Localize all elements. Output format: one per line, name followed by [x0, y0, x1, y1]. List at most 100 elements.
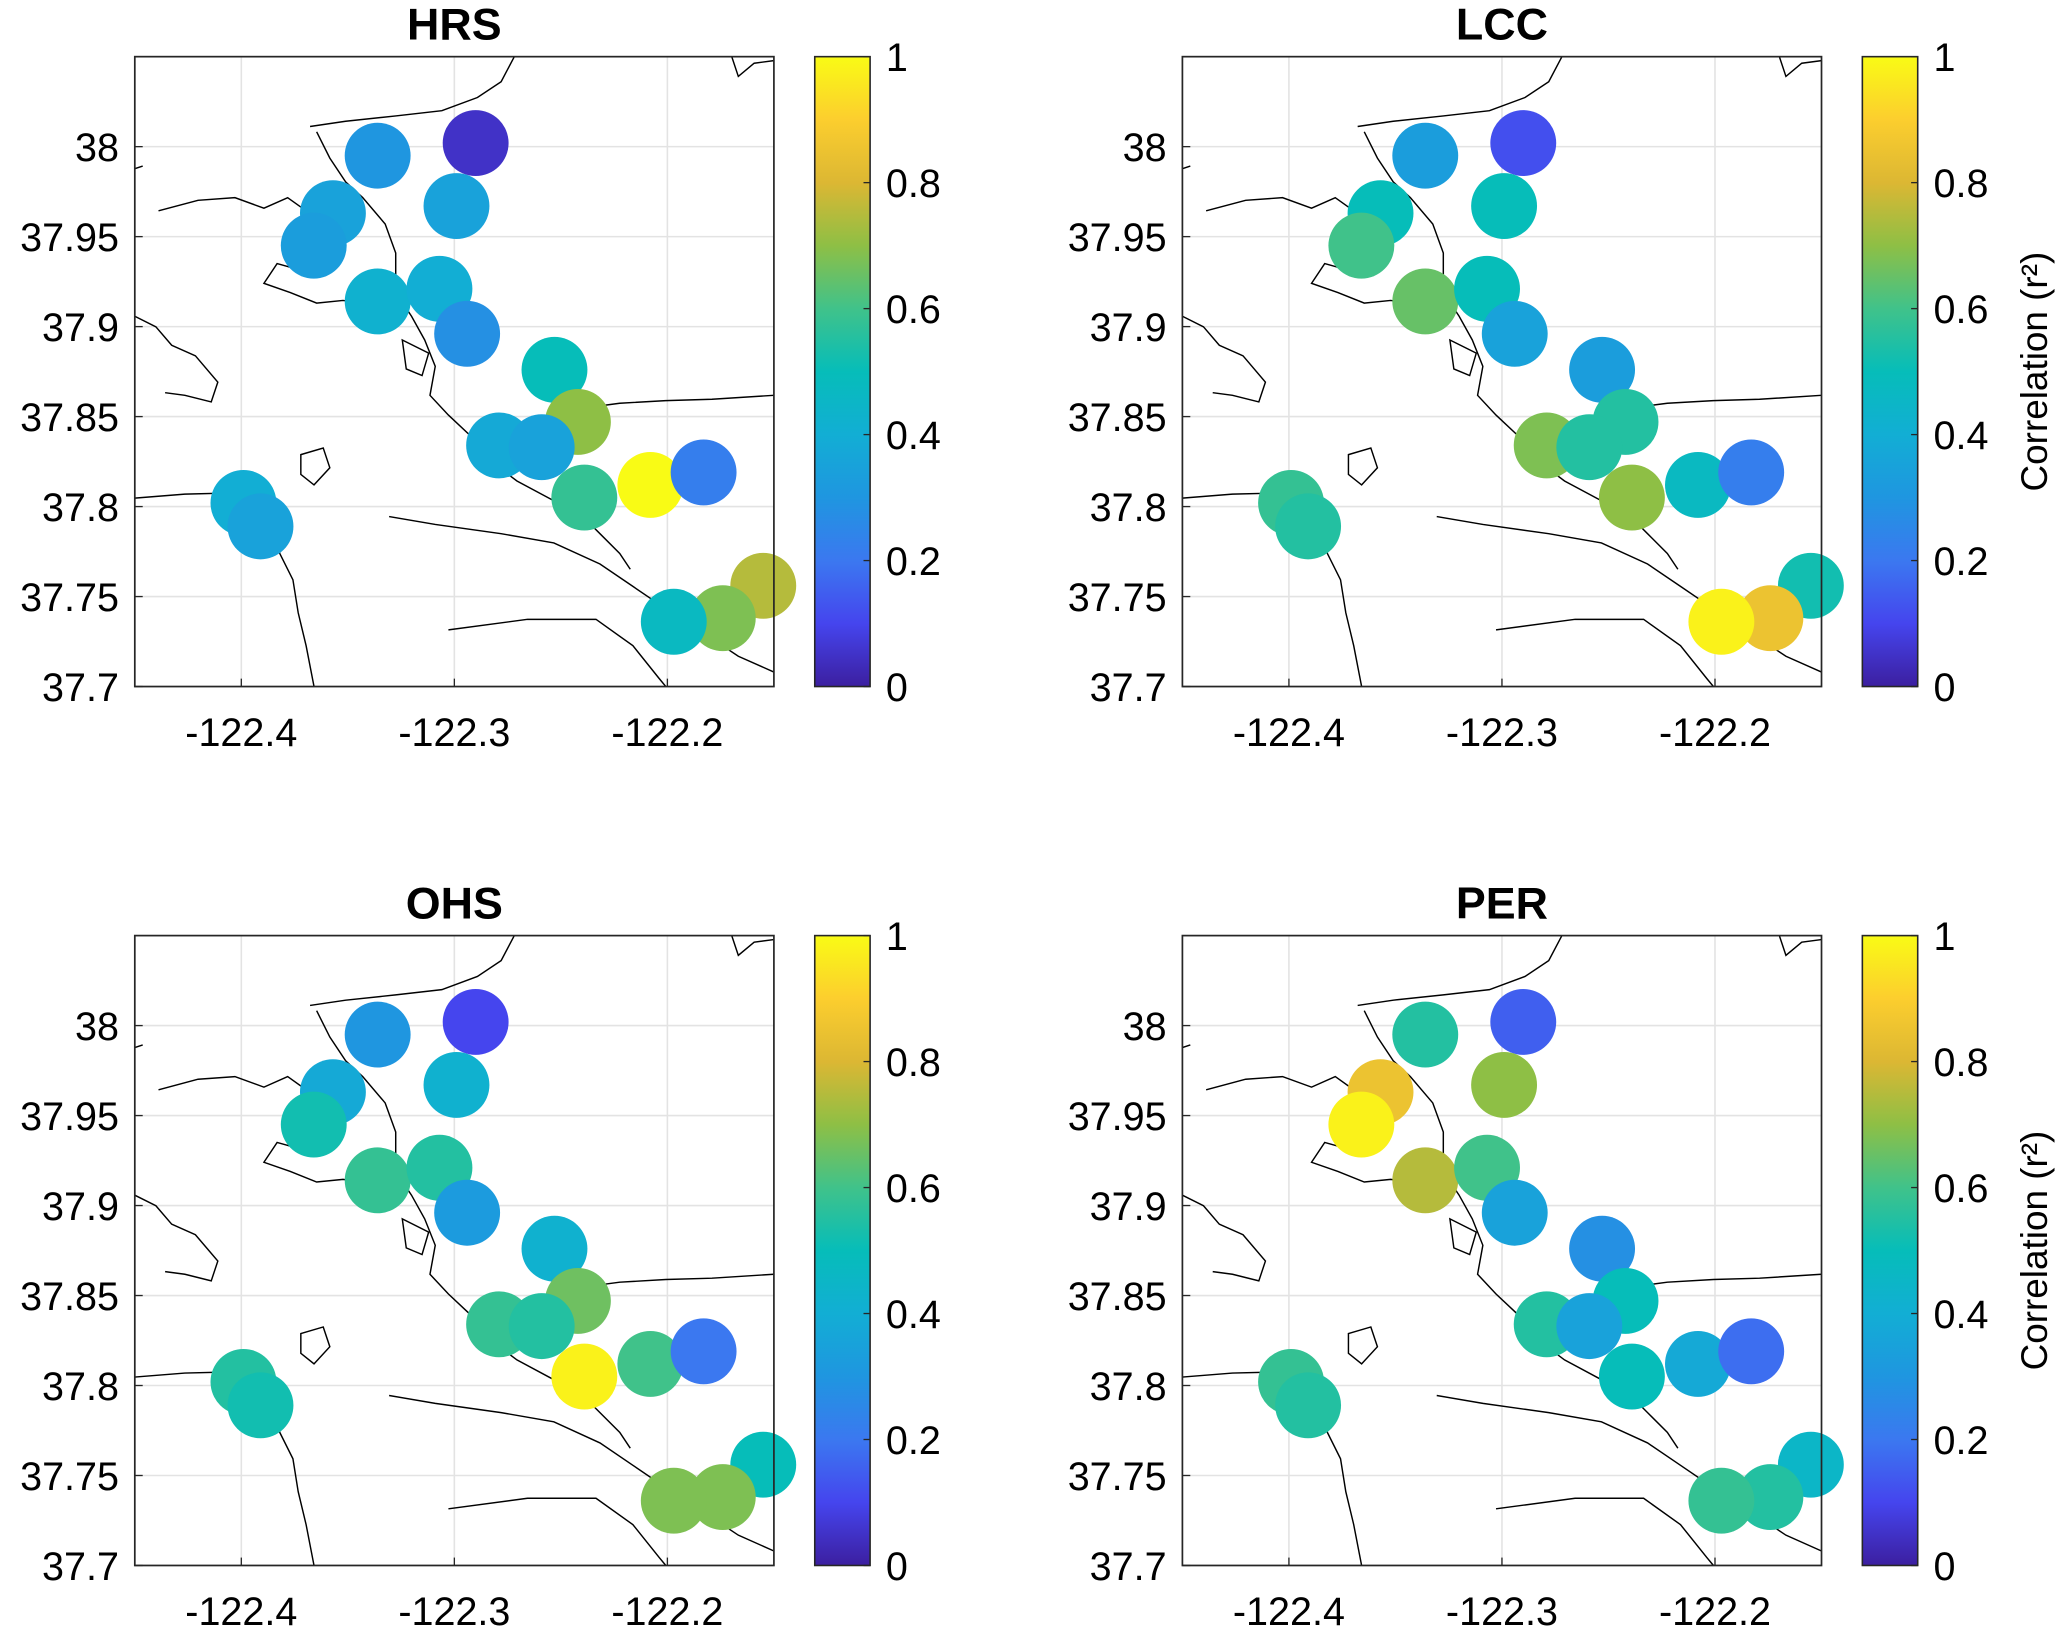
colorbar-tick-label: 0.6 [1934, 288, 1989, 332]
station-marker [1556, 414, 1623, 481]
y-tick-label: 37.95 [20, 1095, 119, 1139]
panel-ohs: -122.4 -122.3 -122.2 37.7 37.75 37.8 37.85 37.9… [20, 878, 941, 1633]
colorbar-tick-label: 0.2 [886, 1419, 941, 1463]
station-marker [1490, 110, 1557, 176]
y-tick-label: 37.7 [42, 1545, 119, 1589]
y-tick-label: 37.75 [1068, 576, 1167, 620]
station-marker [280, 212, 347, 279]
station-marker [551, 464, 618, 531]
colorbar-tick-label: 0.8 [886, 162, 941, 206]
coastline [1449, 1217, 1478, 1256]
station-marker [1737, 585, 1804, 652]
y-tick-label: 37.75 [20, 576, 119, 620]
colorbar [813, 934, 871, 1567]
y-tick-label: 37.85 [1068, 396, 1167, 440]
station-marker [1392, 1001, 1459, 1068]
y-tick-label: 37.85 [20, 1275, 119, 1319]
station-marker [521, 1215, 588, 1282]
colorbar-tick-label: 0.8 [886, 1041, 941, 1085]
colorbar-tick-label: 0 [1934, 666, 1956, 710]
coastline [1778, 935, 1822, 957]
station-marker [1688, 588, 1755, 655]
colorbar-tick-label: 1 [1934, 915, 1956, 959]
x-tick-label: -122.2 [611, 711, 723, 755]
station-marker [1665, 452, 1731, 518]
x-tick-label: -122.4 [1233, 711, 1345, 755]
panel-title: OHS [406, 878, 503, 928]
y-tick-label: 38 [1123, 126, 1167, 170]
station-marker [344, 268, 411, 335]
y-tick-label: 37.7 [1090, 1545, 1167, 1589]
coastline [1357, 935, 1563, 1007]
station-marker [1328, 1091, 1395, 1158]
coastline [134, 315, 219, 403]
x-tick-label: -122.3 [398, 711, 510, 755]
coastline [580, 1273, 774, 1289]
station-marker [344, 1147, 411, 1214]
panel-hrs: -122.4 -122.3 -122.2 37.7 37.75 37.8 37.85 37.9… [20, 0, 941, 755]
coastline [1627, 1273, 1822, 1289]
y-tick-label: 37.95 [20, 216, 119, 260]
coastline [300, 447, 331, 486]
y-tick-label: 37.95 [1068, 216, 1167, 260]
station-marker [1718, 1318, 1785, 1385]
station-marker [1481, 1179, 1548, 1246]
station-marker [670, 1318, 737, 1385]
coastline [731, 935, 775, 957]
colorbar-tick-label: 0.2 [1934, 1419, 1989, 1463]
coastline [1182, 1194, 1267, 1282]
x-tick-label: -122.2 [611, 1590, 723, 1634]
y-tick-label: 37.85 [1068, 1275, 1167, 1319]
coastline [1347, 447, 1379, 486]
station-marker [1481, 300, 1548, 367]
station-marker [689, 1464, 756, 1531]
colorbar-label: Correlation (r²) [2014, 1131, 2055, 1371]
x-tick-label: -122.2 [1659, 1590, 1771, 1634]
station-marker [521, 336, 588, 403]
colorbar-tick-label: 0 [886, 666, 908, 710]
coastline [1182, 315, 1267, 403]
y-tick-label: 38 [75, 126, 119, 170]
station-marker [1598, 464, 1665, 531]
y-tick-label: 37.95 [1068, 1095, 1167, 1139]
panel-title: LCC [1456, 0, 1548, 50]
station-marker [1569, 336, 1636, 403]
station-marker [1392, 122, 1459, 189]
y-tick-label: 38 [75, 1005, 119, 1049]
coastline [1357, 56, 1563, 128]
y-tick-label: 37.9 [42, 306, 119, 350]
station-marker [1556, 1293, 1623, 1360]
station-marker [640, 1467, 707, 1534]
colorbar-tick-label: 0.6 [1934, 1167, 1989, 1211]
station-marker [434, 300, 501, 367]
colorbar-tick-label: 0 [886, 1545, 908, 1589]
panel-per: -122.4 -122.3 -122.2 37.7 37.75 37.8 37.85 37.9… [1068, 878, 2055, 1633]
colorbar-tick-label: 1 [886, 36, 908, 80]
station-marker [1718, 439, 1785, 506]
y-tick-label: 38 [1123, 1005, 1167, 1049]
y-tick-label: 37.9 [42, 1185, 119, 1229]
station-marker [1275, 493, 1342, 560]
station-marker [1569, 1215, 1636, 1282]
station-marker [640, 588, 707, 655]
y-tick-label: 37.85 [20, 396, 119, 440]
colorbar-tick-label: 1 [886, 915, 908, 959]
colorbar-tick-label: 0.6 [886, 1167, 941, 1211]
y-tick-label: 37.9 [1090, 1185, 1167, 1229]
coastline [401, 1217, 430, 1256]
station-marker [1490, 989, 1557, 1055]
station-marker [617, 1330, 684, 1397]
colorbar [1861, 55, 1919, 688]
x-tick-label: -122.4 [1233, 1590, 1345, 1634]
x-tick-label: -122.3 [1446, 1590, 1558, 1634]
coastline [134, 1194, 219, 1282]
station-marker [1275, 1372, 1342, 1439]
station-marker [1737, 1464, 1804, 1531]
colorbar-tick-label: 0.8 [1934, 1041, 1989, 1085]
y-tick-label: 37.8 [1090, 1365, 1167, 1409]
station-marker [508, 414, 575, 481]
station-marker [1328, 212, 1395, 279]
station-marker [617, 452, 684, 518]
panel-lcc: -122.4 -122.3 -122.2 37.7 37.75 37.8 37.85 37.9… [1068, 0, 2055, 755]
